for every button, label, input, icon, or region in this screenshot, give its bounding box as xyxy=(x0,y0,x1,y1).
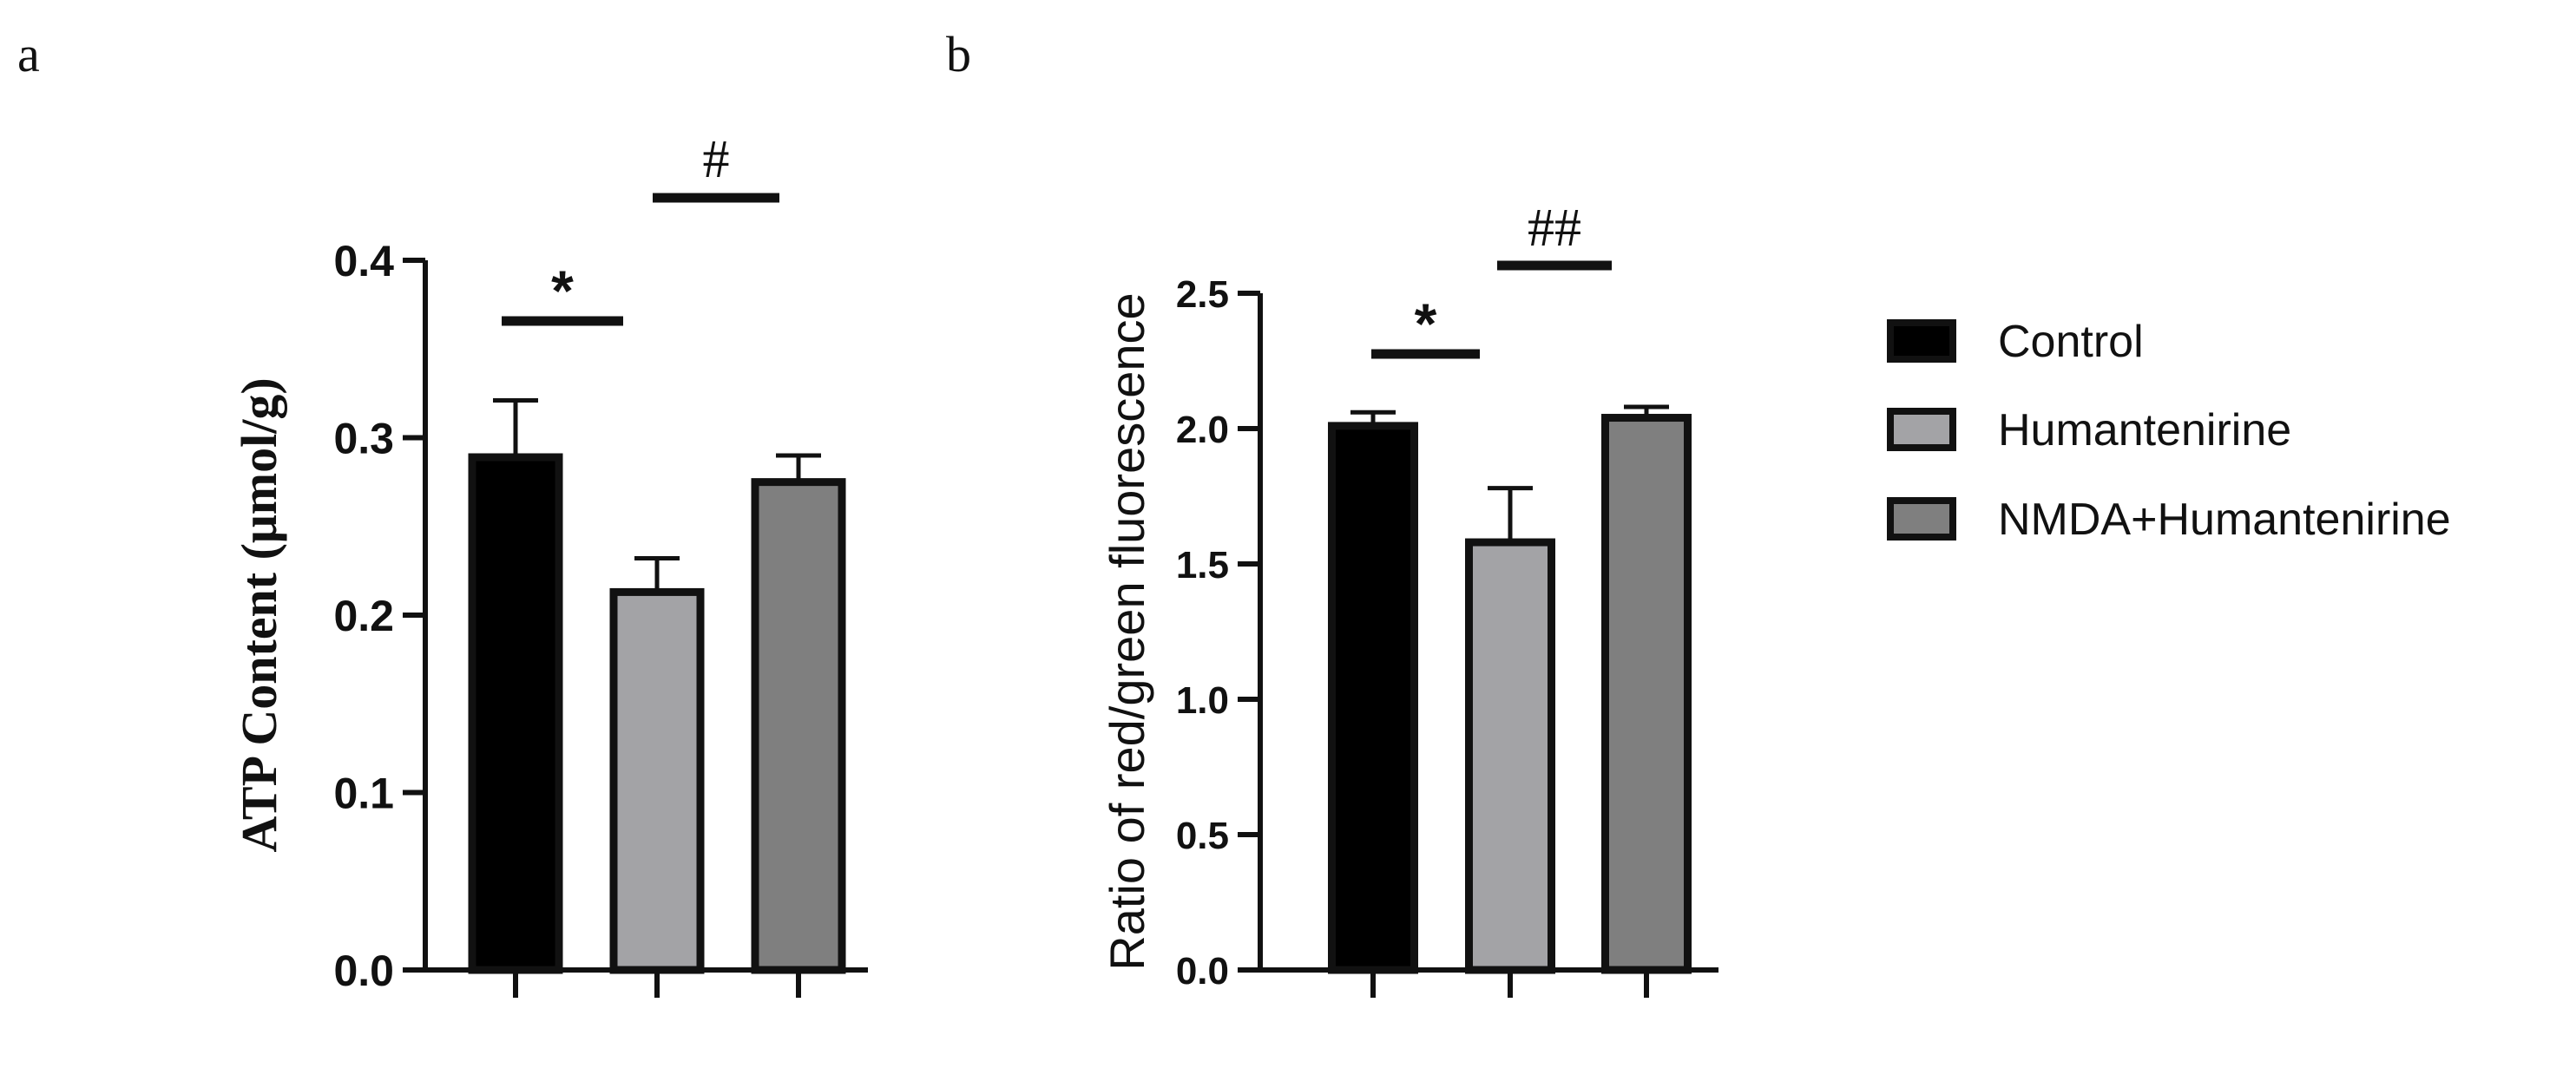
panel-label-a: a xyxy=(17,26,40,82)
bar-1 xyxy=(1328,422,1418,974)
y-tick-label-0: 0.0 xyxy=(333,947,394,995)
legend-swatch-2 xyxy=(1887,408,1956,451)
y-axis-label: Ratio of red/green fluorescence xyxy=(1100,292,1154,970)
y-tick-label-5: 2.5 xyxy=(1176,273,1229,316)
significance-label-1: * xyxy=(551,259,574,323)
legend-label-1: Control xyxy=(1998,317,2144,367)
significance-label-1: * xyxy=(1415,292,1437,356)
significance-label-2: # xyxy=(703,130,730,189)
y-tick-label-0: 0.0 xyxy=(1176,950,1229,993)
bar-2 xyxy=(609,587,705,974)
chart-red-green-ratio: 0.0 0.5 1.0 1.5 2.0 2.5 Ratio of red/green flu… xyxy=(1100,199,1718,998)
legend: Control Humantenirine NMDA+Humantenirine xyxy=(1887,317,2451,545)
y-tick-label-4: 0.4 xyxy=(333,237,394,285)
significance-label-2: ## xyxy=(1528,199,1581,258)
panel-label-b: b xyxy=(946,26,971,82)
legend-label-3: NMDA+Humantenirine xyxy=(1998,495,2451,545)
y-tick-label-1: 0.5 xyxy=(1176,815,1229,857)
y-tick-label-2: 0.2 xyxy=(333,592,394,640)
bar-3 xyxy=(1601,414,1692,974)
bar-1 xyxy=(468,453,563,974)
y-tick-label-2: 1.0 xyxy=(1176,679,1229,722)
legend-swatch-1 xyxy=(1887,319,1956,363)
chart-atp-content: 0.0 0.1 0.2 0.3 0.4 ATP Content (μmol/g) * # xyxy=(231,130,868,998)
y-axis-label: ATP Content (μmol/g) xyxy=(231,377,287,852)
y-tick-label-1: 0.1 xyxy=(333,770,394,818)
legend-swatch-3 xyxy=(1887,497,1956,541)
y-tick-label-3: 1.5 xyxy=(1176,544,1229,586)
legend-label-2: Humantenirine xyxy=(1998,405,2291,455)
y-tick-label-3: 0.3 xyxy=(333,415,394,463)
bar-3 xyxy=(751,478,846,974)
y-tick-label-4: 2.0 xyxy=(1176,409,1229,451)
bar-2 xyxy=(1465,538,1555,974)
